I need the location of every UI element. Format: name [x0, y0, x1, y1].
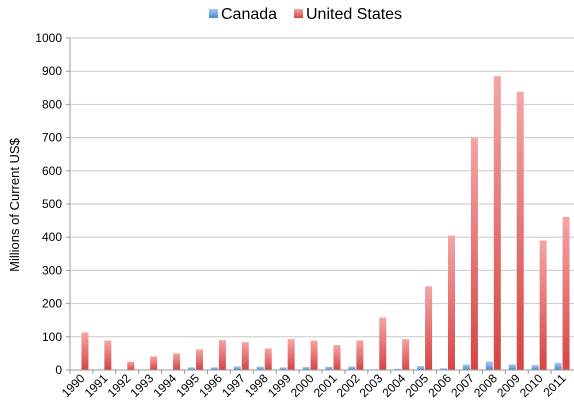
y-tick-label: 100 — [42, 330, 62, 344]
y-tick-label: 0 — [55, 363, 62, 377]
gridlines — [70, 37, 574, 338]
x-tick-label: 1998 — [242, 371, 271, 400]
bar-canada — [233, 366, 241, 370]
bar-canada — [325, 366, 333, 370]
bar-canada — [348, 366, 356, 370]
y-tick-label: 800 — [42, 97, 62, 111]
bar-united-states — [196, 349, 203, 370]
bar-united-states — [287, 339, 295, 370]
x-tick-label: 2011 — [541, 371, 569, 399]
bar-united-states — [448, 235, 455, 370]
bar-united-states — [310, 340, 318, 370]
bar-united-states — [218, 340, 226, 370]
bar-canada — [531, 365, 539, 370]
bar-united-states — [425, 286, 433, 370]
bar-canada — [188, 367, 195, 370]
bar-united-states — [402, 339, 410, 370]
bar-canada — [554, 362, 562, 370]
bar-united-states — [264, 348, 272, 370]
x-tick-label: 1991 — [82, 371, 111, 400]
bar-united-states — [356, 340, 364, 370]
y-tick-label: 600 — [42, 164, 62, 178]
x-tick-label: 1995 — [173, 371, 202, 400]
x-tick-label: 2000 — [288, 371, 317, 400]
x-tick-labels: 1990199119921993199419951996199719981999… — [59, 370, 569, 400]
legend: Canada United States — [209, 6, 402, 23]
legend-swatch-united-states — [294, 9, 303, 18]
bar-canada — [302, 367, 310, 370]
y-tick-label: 1000 — [35, 31, 62, 45]
x-tick-label: 1996 — [196, 371, 225, 400]
legend-label-united-states: United States — [306, 6, 402, 23]
x-tick-label: 1993 — [128, 371, 157, 400]
x-tick-label: 2002 — [334, 371, 363, 400]
bar-united-states — [470, 137, 478, 370]
bar-united-states — [379, 317, 387, 370]
bar-canada — [417, 366, 425, 370]
bar-united-states — [333, 345, 341, 370]
x-tick-label: 2008 — [471, 371, 500, 400]
bar-canada — [279, 367, 287, 370]
bar-united-states — [493, 76, 501, 371]
x-tick-label: 2007 — [448, 371, 477, 400]
x-tick-label: 2010 — [517, 371, 546, 400]
legend-swatch-canada — [209, 9, 218, 18]
x-tick-label: 1999 — [265, 371, 294, 400]
y-tick-label: 300 — [42, 263, 62, 277]
y-tick-label: 200 — [42, 297, 62, 311]
bar-canada — [508, 364, 516, 370]
x-tick-label: 2009 — [494, 371, 523, 400]
bar-united-states — [81, 332, 89, 370]
x-tick-label: 1990 — [59, 371, 88, 400]
bars — [81, 76, 570, 371]
y-tick-label: 900 — [42, 64, 62, 78]
bar-united-states — [562, 216, 570, 370]
bar-united-states — [241, 342, 249, 370]
bar-united-states — [104, 340, 112, 370]
y-tick-labels: 0 100 200 300 400 500 600 700 800 900 1000 — [35, 31, 70, 377]
x-tick-label: 2004 — [380, 371, 409, 400]
bar-canada — [485, 361, 493, 370]
x-tick-label: 1997 — [219, 371, 248, 400]
y-tick-label: 400 — [42, 230, 62, 244]
y-tick-label: 500 — [42, 197, 62, 211]
legend-label-canada: Canada — [221, 6, 277, 23]
y-axis-title: Millions of Current US$ — [7, 137, 22, 271]
bar-canada — [210, 367, 218, 370]
bar-united-states — [539, 240, 547, 370]
bar-united-states — [516, 91, 524, 370]
x-tick-label: 1994 — [150, 371, 179, 400]
bar-united-states — [150, 356, 158, 370]
x-tick-label: 2005 — [402, 371, 431, 400]
bar-united-states — [127, 361, 135, 370]
x-tick-label: 2006 — [425, 371, 454, 400]
y-tick-label: 700 — [42, 131, 62, 145]
bar-united-states — [173, 353, 181, 370]
x-tick-label: 2001 — [311, 371, 340, 400]
x-tick-label: 1992 — [105, 371, 134, 400]
bar-canada — [462, 364, 470, 370]
bar-canada — [256, 366, 264, 370]
bar-canada — [440, 368, 447, 370]
bar-canada — [394, 368, 402, 370]
x-tick-label: 2003 — [357, 371, 386, 400]
